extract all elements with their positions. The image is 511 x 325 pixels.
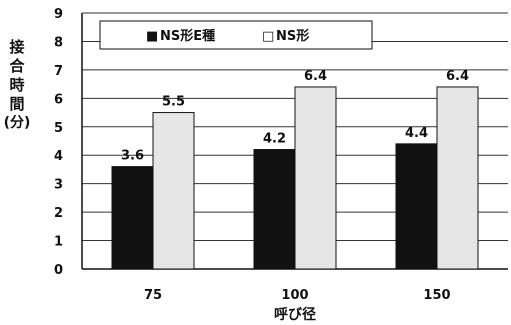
legend-label: NS形E種	[160, 28, 215, 44]
x-tick-label: 150	[423, 288, 450, 303]
data-label: 4.4	[405, 126, 428, 141]
legend-box	[99, 20, 373, 50]
data-label: 6.4	[304, 69, 327, 84]
y-tick-label: 9	[54, 7, 63, 22]
bar	[111, 166, 154, 270]
y-tick-label: 2	[54, 206, 63, 221]
bar	[294, 86, 337, 270]
y-tick-label: 3	[54, 178, 63, 193]
bar	[436, 86, 479, 270]
y-tick-label: 5	[54, 121, 63, 136]
y-tick-label: 7	[54, 64, 63, 79]
y-tick-label: 1	[54, 235, 63, 250]
legend-marker: ■	[146, 29, 158, 44]
y-axis-label-char: 時	[9, 76, 25, 94]
y-tick-label: 0	[54, 263, 63, 278]
data-label: 3.6	[121, 149, 144, 164]
data-label: 6.4	[446, 69, 469, 84]
x-tick-label: 75	[144, 288, 162, 303]
y-axis-label-char: 合	[9, 57, 25, 75]
bar	[152, 112, 195, 270]
data-label: 5.5	[162, 95, 185, 110]
data-label: 4.2	[263, 132, 286, 147]
bar	[253, 149, 296, 270]
legend-marker: □	[262, 29, 274, 44]
y-axis-label: 接 合 時 間 (分)	[3, 38, 31, 132]
y-tick-label: 8	[54, 35, 63, 50]
x-tick-label: 100	[281, 288, 308, 303]
y-tick-label: 4	[54, 149, 63, 164]
y-axis-label-unit: (分)	[3, 115, 31, 131]
y-axis-label-char: 接	[9, 38, 25, 56]
legend-label: NS形	[276, 29, 309, 44]
y-axis-label-char: 間	[9, 95, 25, 113]
x-axis-label: 呼び径	[274, 306, 316, 323]
bar	[395, 143, 438, 270]
y-tick-label: 6	[54, 92, 63, 107]
